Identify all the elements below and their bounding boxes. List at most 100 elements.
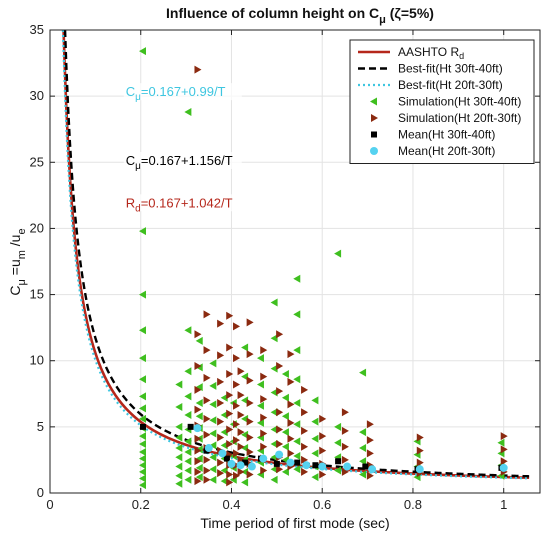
data-point — [237, 410, 245, 419]
data-point — [359, 428, 367, 437]
legend-swatch — [370, 147, 378, 155]
data-point — [139, 326, 147, 335]
data-point — [334, 466, 342, 475]
data-point — [220, 441, 228, 450]
data-point — [415, 465, 424, 474]
data-point — [270, 364, 278, 373]
data-point — [184, 457, 192, 466]
data-point — [139, 227, 147, 236]
data-point — [246, 318, 254, 327]
legend-entry-5: Mean(Ht 30ft-40ft) — [371, 128, 495, 142]
data-point — [217, 399, 225, 408]
data-point — [276, 408, 284, 417]
data-point — [293, 346, 301, 355]
data-point — [195, 454, 203, 463]
data-point — [341, 467, 349, 476]
data-point — [184, 466, 192, 475]
data-point — [241, 343, 249, 352]
data-point — [500, 432, 508, 441]
data-point — [139, 461, 147, 470]
data-point — [175, 422, 183, 431]
data-point — [359, 368, 367, 377]
data-point — [359, 457, 367, 466]
data-point — [184, 475, 192, 484]
data-point — [226, 369, 234, 378]
data-point — [139, 454, 147, 463]
data-point — [246, 433, 254, 442]
chart-title-subscript: μ — [379, 14, 386, 26]
data-point — [195, 336, 203, 345]
data-point — [233, 354, 241, 363]
data-point — [209, 416, 217, 425]
data-point — [276, 440, 284, 449]
data-point — [175, 462, 183, 471]
data-point — [270, 298, 278, 307]
legend-entry-3: Simulation(Ht 30ft-40ft) — [370, 95, 521, 109]
data-point — [293, 437, 301, 446]
data-point — [260, 395, 268, 404]
chart-title: Influence of column height on Cμ (ζ=5%) — [166, 5, 434, 26]
data-point — [175, 444, 183, 453]
data-point — [233, 322, 241, 331]
data-point — [276, 362, 284, 371]
data-point — [203, 455, 211, 464]
data-point — [319, 432, 327, 441]
annotation-2: Rd=0.167+1.042/T — [126, 195, 233, 214]
legend-entry-4: Simulation(Ht 20ft-30ft) — [371, 111, 521, 125]
data-point — [203, 346, 211, 355]
data-point — [209, 359, 217, 368]
data-point — [193, 424, 202, 433]
data-point — [220, 428, 228, 437]
data-point — [139, 414, 147, 423]
data-point — [416, 458, 424, 467]
data-point — [220, 393, 228, 402]
data-point — [293, 465, 301, 474]
data-point — [368, 465, 377, 474]
data-point — [341, 442, 349, 451]
data-point — [366, 420, 374, 429]
x-tick-label: 0.4 — [222, 497, 240, 512]
data-point — [184, 108, 192, 117]
data-point — [209, 381, 217, 390]
data-point — [139, 404, 147, 413]
data-point — [246, 350, 254, 359]
data-point — [287, 449, 295, 458]
data-point — [204, 444, 213, 453]
x-tick-label: 0.2 — [132, 497, 150, 512]
data-point — [226, 440, 234, 449]
data-point — [233, 420, 241, 429]
annotation-0: Cμ=0.167+0.99/T — [126, 84, 226, 103]
data-point — [301, 426, 309, 435]
data-point — [217, 319, 225, 328]
data-point — [217, 469, 225, 478]
data-point — [287, 418, 295, 427]
data-point — [366, 436, 374, 445]
data-point — [175, 479, 183, 488]
data-point — [226, 470, 234, 479]
data-point — [334, 249, 342, 258]
data-point — [499, 463, 508, 472]
x-tick-label: 0.6 — [313, 497, 331, 512]
data-point — [195, 445, 203, 454]
data-point — [175, 403, 183, 412]
data-point — [226, 409, 234, 418]
data-point — [270, 465, 278, 474]
legend-entry-0: AASHTO Rd — [358, 45, 464, 61]
data-point — [366, 461, 374, 470]
legend-label: Mean(Ht 20ft-30ft) — [398, 144, 495, 158]
series-0 — [139, 47, 505, 490]
data-point — [319, 414, 327, 423]
data-point — [175, 453, 183, 462]
data-point — [270, 408, 278, 417]
legend-entry-2: Best-fit(Ht 20ft-30ft) — [358, 78, 503, 92]
data-point — [217, 433, 225, 442]
data-point — [241, 396, 249, 405]
data-point — [276, 425, 284, 434]
data-point — [184, 392, 192, 401]
data-point — [281, 412, 289, 421]
data-point — [287, 400, 295, 409]
data-point — [209, 465, 217, 474]
x-tick-label: 0.8 — [404, 497, 422, 512]
data-point — [233, 471, 241, 480]
